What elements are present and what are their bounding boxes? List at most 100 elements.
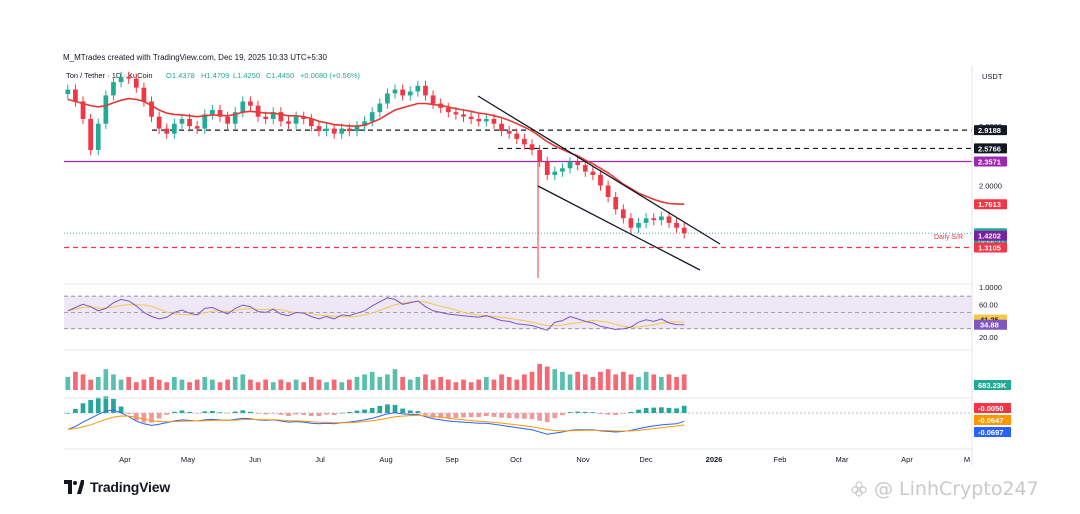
candle-body (133, 78, 139, 88)
currency-label: USDT (982, 72, 1003, 81)
price-tag-2.9188 (974, 125, 1007, 136)
volume-bar (103, 369, 109, 390)
volume-bar (681, 374, 687, 390)
chart-caption: M_MTrades created with TradingView.com, … (63, 53, 327, 62)
volume-bar (240, 374, 246, 390)
volume-bar (80, 374, 86, 390)
volume-bar (613, 374, 619, 390)
candle-body (347, 128, 352, 132)
macd-histogram-bar (331, 413, 337, 415)
candle-body (331, 128, 337, 134)
candle-body (544, 161, 550, 175)
volume-bar (210, 379, 215, 390)
volume-bar (278, 379, 284, 390)
volume-bar (301, 382, 307, 390)
price-tag-label: 2.3571 (978, 157, 1001, 166)
macd-histogram-bar (598, 413, 603, 415)
candle-body (65, 89, 71, 95)
candle-body (506, 131, 512, 134)
volume-bar (506, 377, 512, 390)
candle-body (590, 171, 596, 175)
volume-bar (347, 379, 352, 390)
candle-body (301, 116, 307, 119)
candle-body (575, 161, 581, 166)
candle-body (377, 103, 383, 113)
tradingview-logo: TradingView (64, 479, 170, 495)
volume-bar (575, 371, 581, 390)
candle-body (103, 95, 109, 124)
volume-bar (552, 369, 558, 390)
volume-bar (377, 377, 383, 390)
candle-body (126, 76, 132, 79)
volume-bar (339, 382, 345, 390)
volume-bar (354, 377, 360, 390)
macd-histogram-bar (270, 413, 276, 414)
macd-histogram-bar (423, 413, 428, 415)
volume-bar (88, 379, 93, 390)
macd-histogram-bar (468, 413, 474, 418)
volume-bar (659, 377, 664, 390)
macd-pane[interactable]: -0.0050 -0.0647 -0.0697 (64, 396, 1011, 437)
macd-signal-value-tag (974, 415, 1011, 425)
volume-bar (560, 371, 565, 390)
macd-histogram-bar (461, 413, 466, 418)
volume-pane[interactable]: 683.23K (65, 364, 1011, 390)
candle-body (270, 112, 276, 119)
volume-bar (666, 374, 672, 390)
macd-histogram-bar (255, 413, 261, 414)
macd-histogram-bar (225, 413, 230, 414)
time-axis: Apr May Jun Jul Aug Sep Oct Nov Dec 2026 Feb Mar Apr… (64, 65, 973, 465)
candle-body (659, 216, 664, 221)
candle-body (643, 218, 649, 223)
time-label: Jun (249, 455, 261, 464)
volume-bar (628, 374, 634, 390)
rsi-line (67, 297, 685, 331)
candle-body (293, 116, 299, 124)
price-tag-1.7613 (974, 199, 1007, 210)
candle-body (423, 85, 428, 96)
macd-histogram-bar (552, 413, 558, 419)
candle-body (514, 133, 520, 139)
time-label: May (181, 455, 195, 464)
macd-histogram-bar (544, 413, 550, 423)
macd-histogram-bar (407, 410, 413, 413)
price-tag-label: 2.9188 (978, 126, 1001, 135)
volume-bar (194, 379, 200, 390)
candle-body (499, 123, 504, 132)
candle-body (369, 112, 375, 122)
macd-histogram-bar (575, 411, 581, 413)
channel-upper-line (477, 95, 721, 245)
macd-histogram-bar (613, 413, 619, 416)
candle-body (567, 161, 573, 169)
ohlc-low: L1.4250 (233, 71, 260, 80)
candle-body (468, 116, 474, 119)
price-pane[interactable]: Daily S/R (64, 71, 972, 278)
macd-histogram-bar (141, 413, 147, 423)
macd-histogram-bar (308, 413, 314, 417)
daily-sr-annotation: Daily S/R (934, 234, 963, 241)
candle-body (681, 227, 687, 234)
volume-bar (286, 382, 291, 390)
macd-histogram-bar (369, 407, 375, 413)
macd-histogram-bar (491, 413, 497, 417)
macd-histogram-bar (666, 407, 672, 413)
candle-body (415, 85, 421, 92)
macd-histogram-bar (179, 410, 185, 413)
macd-histogram-bar (590, 412, 596, 413)
candle-body (483, 118, 489, 122)
volume-bar (392, 369, 398, 390)
ohlc-high: H1.4709 (201, 71, 229, 80)
volume-bar (126, 377, 132, 390)
candle-body (407, 91, 413, 96)
macd-histogram-bar (392, 404, 398, 413)
macd-histogram-bar (438, 413, 444, 419)
price-axis: 3.00002.00001.00002.91882.57662.35711.76… (974, 122, 1007, 292)
volume-bar (491, 379, 497, 390)
macd-histogram-bar (430, 413, 436, 418)
macd-histogram-bar (415, 411, 421, 413)
candle-body (461, 114, 466, 117)
macd-histogram-bar (301, 413, 307, 415)
price-tick-label: 1.0000 (979, 283, 1002, 292)
